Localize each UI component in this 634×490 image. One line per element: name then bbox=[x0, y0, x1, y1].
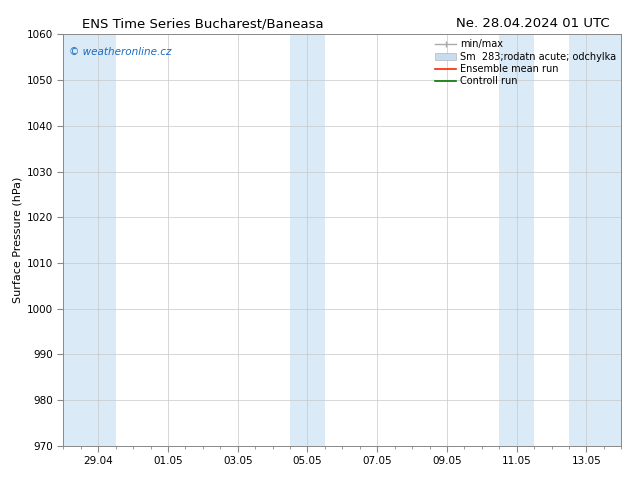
Text: Ne. 28.04.2024 01 UTC: Ne. 28.04.2024 01 UTC bbox=[456, 17, 610, 30]
Text: © weatheronline.cz: © weatheronline.cz bbox=[69, 47, 171, 57]
Text: ENS Time Series Bucharest/Baneasa: ENS Time Series Bucharest/Baneasa bbox=[82, 17, 324, 30]
Y-axis label: Surface Pressure (hPa): Surface Pressure (hPa) bbox=[13, 177, 23, 303]
Legend: min/max, Sm  283;rodatn acute; odchylka, Ensemble mean run, Controll run: min/max, Sm 283;rodatn acute; odchylka, … bbox=[433, 37, 618, 88]
Bar bbox=[569, 34, 621, 446]
Bar bbox=[63, 34, 115, 446]
Bar bbox=[290, 34, 325, 446]
Bar bbox=[500, 34, 534, 446]
